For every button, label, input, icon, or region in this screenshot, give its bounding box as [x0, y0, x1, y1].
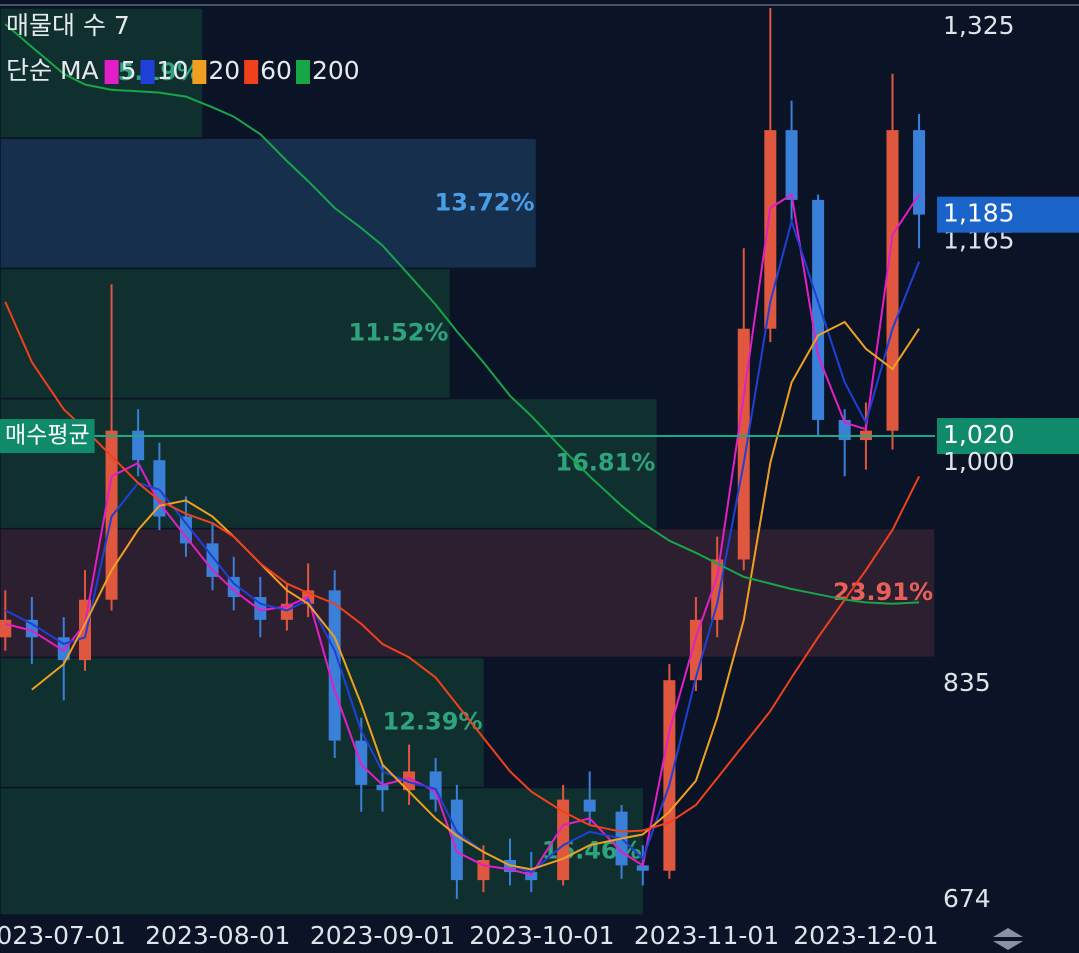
candle-body [764, 130, 777, 329]
avg-price-badge [937, 418, 1079, 455]
volume-profile [0, 7, 935, 915]
ma-label: 단순 MA [6, 56, 99, 85]
candle-body [838, 419, 851, 441]
volume-zone-label: 11.52% [349, 318, 449, 346]
candle-body [913, 130, 926, 215]
candle-body [886, 130, 899, 431]
volume-zone [0, 137, 538, 270]
avg-price-name-badge [0, 419, 95, 454]
candle-body [711, 559, 724, 620]
legend-swatch [104, 60, 119, 84]
legend-swatch [295, 60, 310, 84]
volume-zone-label: 5.19% [118, 58, 201, 86]
candle-body [206, 543, 219, 577]
candle-body [179, 516, 192, 544]
x-tick-label: 2023-08-01 [145, 921, 290, 950]
candle-body [737, 328, 750, 560]
candle-body [429, 771, 442, 800]
plot-area: 16.46%12.39%23.91%16.81%11.52%13.72%5.19… [0, 8, 935, 899]
last-price-label: 1,185 [943, 199, 1015, 228]
legend-label: 10 [157, 56, 189, 85]
last-price-badge [937, 196, 1079, 233]
candle-body [812, 199, 825, 420]
x-tick-label: 2023-09-01 [310, 921, 455, 950]
y-tick-label: 1,325 [943, 11, 1015, 40]
candle-body [376, 784, 389, 791]
volume-zone-label: 16.81% [555, 449, 655, 477]
x-tick-label: 2023-12-01 [793, 921, 938, 950]
avg-price-label: 1,020 [943, 420, 1015, 449]
y-tick-label: 835 [943, 668, 991, 697]
legend-swatch [140, 60, 155, 84]
candle-body [328, 590, 341, 741]
volume-zone [0, 527, 935, 659]
candle-body [254, 597, 267, 620]
legend-swatch [244, 60, 259, 84]
ma-line [4, 217, 921, 874]
y-tick-label: 674 [943, 884, 991, 913]
volume-zone-label: 12.39% [383, 707, 483, 735]
scroll-icon[interactable] [993, 928, 1023, 950]
legend-label: 5 [121, 56, 137, 85]
candle-body [583, 799, 596, 812]
candle-body [636, 865, 649, 871]
x-tick-label: 2023-11-01 [634, 921, 779, 950]
header: 매물대 수 7 단순 MA 5 10 20 60 200 [6, 11, 360, 85]
ma-line [4, 301, 920, 833]
x-tick-label: 2023-10-01 [469, 921, 614, 950]
avg-price-name: 매수평균 [5, 423, 90, 449]
legend-label: 60 [260, 56, 292, 85]
candle-body [0, 619, 12, 638]
candle-body [403, 771, 416, 791]
candle-body [785, 130, 798, 200]
legend-swatch [192, 60, 207, 84]
volume-zone [0, 786, 645, 915]
x-tick-label: 2023-07-01 [0, 921, 126, 950]
candle-body [525, 872, 538, 881]
volume-zone-label: 13.72% [435, 188, 535, 216]
candle-body [79, 599, 91, 661]
candle-body [663, 680, 676, 871]
candle-body [132, 430, 145, 461]
legend-label: 20 [208, 56, 240, 85]
ma-line [31, 320, 920, 871]
candle-body [450, 799, 463, 881]
legend-label: 200 [312, 56, 360, 85]
y-tick-label: 1,000 [943, 447, 1015, 476]
ma-line [4, 23, 920, 605]
volume-profile-label: 매물대 수 7 [6, 11, 130, 40]
axes: 매수평균1,0201,3251,1651,0008356741,1852023-… [0, 11, 1079, 950]
ma-line [5, 192, 920, 876]
